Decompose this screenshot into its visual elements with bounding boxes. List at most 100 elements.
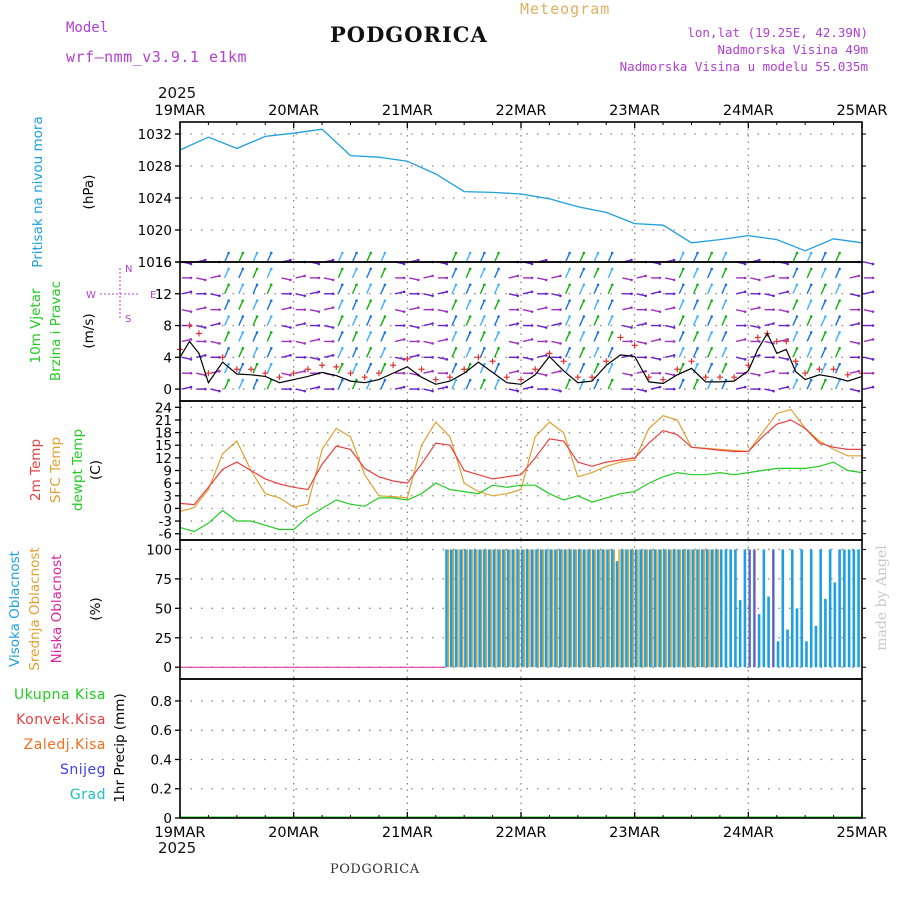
wind-vector: [593, 332, 599, 342]
cloud-mid-bar: [689, 549, 691, 668]
cloud-high-bar: [790, 549, 794, 668]
wind-vector-head: [559, 389, 562, 393]
wind-vector-head: [544, 306, 548, 309]
wind-vector-head: [809, 315, 813, 318]
wind-vector: [493, 316, 500, 326]
wind-vector-head: [530, 385, 534, 389]
wind-vector-head: [809, 267, 813, 271]
cloud-high-bar: [629, 549, 633, 668]
wind-vector-head: [786, 276, 790, 280]
wind-vector: [650, 356, 661, 360]
wind-vector-head: [355, 362, 358, 366]
wind-vector: [295, 370, 305, 374]
cloud-high-bar: [705, 549, 709, 668]
wind-vector: [593, 363, 599, 374]
wind-gust-point: [233, 366, 240, 373]
wind-vector: [223, 268, 230, 279]
wind-vector-head: [227, 283, 230, 287]
wind-vector: [196, 354, 206, 358]
wind-vector-head: [189, 310, 193, 313]
wind-vector-head: [559, 369, 562, 373]
cloud-high-bar: [738, 600, 742, 668]
wind-vector: [636, 370, 646, 374]
wind-vector-head: [672, 354, 676, 357]
wind-vector-head: [696, 315, 699, 318]
wind-vector: [266, 268, 272, 279]
wind-vector-head: [672, 258, 676, 262]
wind-vector-head: [431, 322, 434, 325]
wind-vector: [479, 284, 486, 295]
cloud-mid-bar: [490, 549, 492, 668]
wind-vector-head: [582, 283, 586, 287]
wind-vector: [223, 252, 230, 263]
wind-vector: [351, 316, 358, 326]
wind-vector: [778, 308, 788, 313]
wind-vector-head: [681, 267, 685, 271]
wind-vector-head: [303, 322, 306, 325]
wind-vector: [579, 332, 585, 342]
wind-vector-head: [824, 267, 827, 271]
wind-vector: [295, 388, 305, 392]
precip-legend-item: Ukupna Kisa: [14, 687, 106, 703]
wind-vector-head: [383, 315, 387, 318]
wind-vector-head: [544, 373, 548, 377]
wind-vector: [366, 284, 372, 295]
wind-vector-head: [383, 299, 387, 302]
wind-vector-head: [824, 362, 827, 366]
wind-vector-head: [431, 356, 434, 359]
cloud-high-bar: [577, 549, 581, 668]
wind-vector-head: [681, 283, 685, 287]
wind-vector-head: [582, 378, 586, 382]
wind-gust-point: [574, 374, 581, 381]
clouds-ytick-label: 75: [155, 572, 172, 588]
cloud-mid-bar: [670, 549, 672, 668]
cloud-high-bar: [506, 549, 510, 668]
wind-gust-point: [503, 374, 510, 381]
cloud-high-bar: [819, 549, 822, 668]
wind-axis-label-2: Brzina i Pravac: [48, 281, 64, 381]
wind-vector-head: [809, 299, 813, 302]
wind-vector-head: [630, 326, 633, 329]
wind-vector-head: [189, 371, 193, 375]
wind-vector-head: [838, 251, 841, 255]
x-axis-label-bottom: 25MAR: [837, 825, 888, 841]
wind-vector-head: [483, 362, 486, 366]
wind-gust-point: [248, 366, 255, 373]
wind-vector: [551, 370, 561, 374]
cloud-high-bar: [535, 549, 538, 668]
wind-vector: [196, 372, 206, 376]
wind-vector: [380, 284, 386, 295]
wind-vector-head: [824, 299, 827, 302]
cloud-mid-bar: [703, 549, 705, 668]
cloud-high-bar: [857, 549, 860, 668]
wind-vector-head: [218, 294, 221, 298]
cloud-mid-bar: [514, 549, 516, 668]
wind-vector: [479, 268, 486, 279]
wind-vector-head: [255, 251, 259, 255]
cloud-high-bar: [852, 549, 856, 668]
wind-vector-head: [838, 267, 841, 271]
wind-ytick-label: 4: [163, 350, 172, 366]
wind-vector-head: [331, 258, 335, 262]
wind-vector-head: [743, 276, 747, 280]
wind-vector-head: [568, 251, 571, 255]
wind-vector-head: [772, 356, 775, 359]
wind-vector-head: [402, 290, 406, 294]
wind-vector-head: [795, 267, 799, 271]
cloud-mid-bar: [471, 549, 473, 668]
wind-vector-head: [559, 342, 562, 345]
cloud-high-bar: [828, 549, 832, 668]
wind-vector-head: [483, 378, 486, 382]
wind-vector-head: [809, 251, 813, 255]
wind-vector-head: [871, 290, 875, 294]
wind-vector: [337, 268, 343, 279]
wind-vector: [508, 275, 518, 279]
wind-vector: [238, 268, 244, 279]
wind-vector: [834, 284, 841, 295]
wind-vector: [309, 356, 320, 360]
cloud-mid-bar: [660, 549, 663, 668]
cloud-mid-bar: [694, 549, 696, 668]
wind-vector-head: [758, 354, 761, 357]
wind-vector-head: [610, 251, 614, 255]
cloud-mid-bar: [613, 549, 615, 668]
